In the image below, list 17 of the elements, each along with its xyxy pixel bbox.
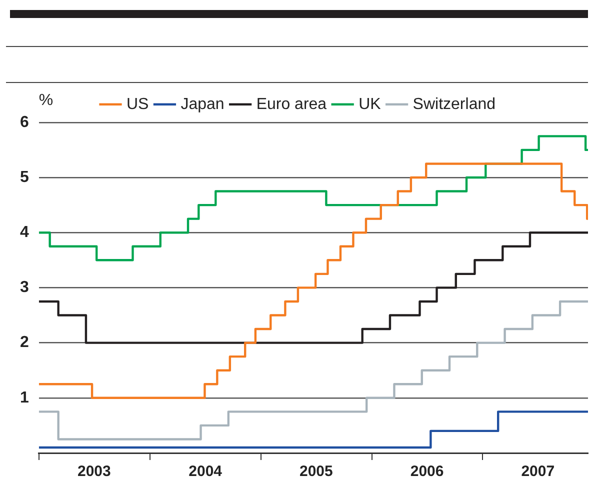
x-tick-label: 2004 [188, 463, 223, 480]
x-tick-label: 2007 [521, 463, 555, 480]
legend-label: Japan [180, 96, 224, 113]
legend-label: Switzerland [412, 96, 496, 113]
legend-label: UK [358, 96, 382, 113]
x-tick-label: 2003 [77, 463, 111, 480]
y-tick-label: 1 [20, 389, 29, 406]
y-tick-label: 2 [20, 334, 29, 352]
y-axis-title: % [38, 92, 54, 109]
y-tick-label: 5 [20, 168, 29, 186]
y-tick-label: 4 [20, 224, 29, 242]
y-tick-label: 6 [20, 114, 29, 131]
legend-label: US [126, 96, 149, 113]
legend-label: Euro area [256, 96, 327, 113]
x-tick-label: 2006 [410, 463, 444, 480]
y-tick-label: 3 [20, 279, 29, 296]
x-tick-label: 2005 [299, 463, 333, 480]
